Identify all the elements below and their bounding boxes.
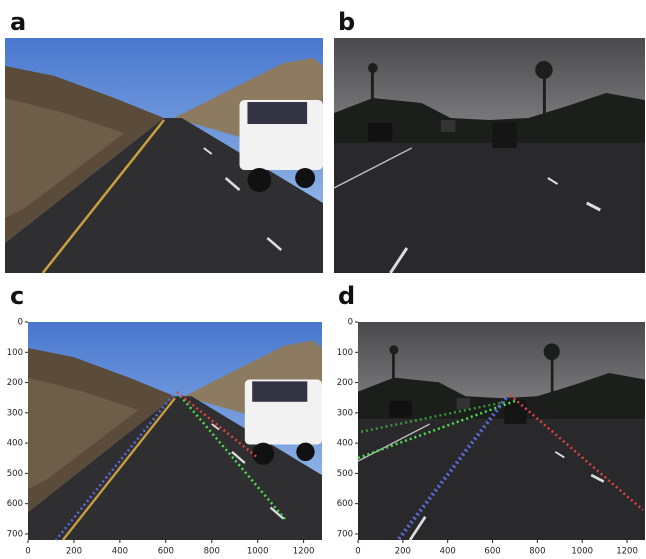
y-tick-label: 100 [7,348,23,358]
x-tick-label: 0 [25,547,30,557]
y-tick-label: 700 [337,529,353,539]
x-tick-label: 400 [112,547,128,557]
x-tick-label: 200 [395,547,411,557]
x-tick-label: 600 [484,547,500,557]
panel-label: c [10,282,24,310]
x-tick-label: 1200 [293,547,315,557]
y-tick-label: 300 [7,408,23,418]
y-tick-label: 0 [348,318,353,328]
photo [28,322,322,540]
x-tick-label: 800 [529,547,545,557]
y-tick-label: 0 [18,318,23,328]
y-tick-label: 200 [337,378,353,388]
panel-label: b [338,8,355,36]
x-tick-label: 1000 [571,547,593,557]
y-tick-label: 700 [7,529,23,539]
y-tick-label: 600 [337,499,353,509]
y-tick-label: 500 [337,469,353,479]
x-tick-label: 0 [355,547,360,557]
y-tick-label: 100 [337,348,353,358]
x-tick-label: 600 [158,547,174,557]
y-tick-label: 400 [7,439,23,449]
x-tick-label: 1000 [247,547,269,557]
panel-label: d [338,282,355,310]
y-tick-label: 400 [337,439,353,449]
x-tick-label: 400 [440,547,456,557]
y-tick-label: 300 [337,408,353,418]
y-tick-label: 500 [7,469,23,479]
x-tick-label: 200 [66,547,82,557]
figure: a b c d 02004006008001000120001002003004… [0,0,646,559]
y-tick-label: 600 [7,499,23,509]
y-tick-label: 200 [7,378,23,388]
x-tick-label: 800 [204,547,220,557]
photo [334,38,645,273]
photo [5,38,323,273]
x-tick-label: 1200 [616,547,638,557]
photo [358,322,645,540]
panel-label: a [10,8,26,36]
